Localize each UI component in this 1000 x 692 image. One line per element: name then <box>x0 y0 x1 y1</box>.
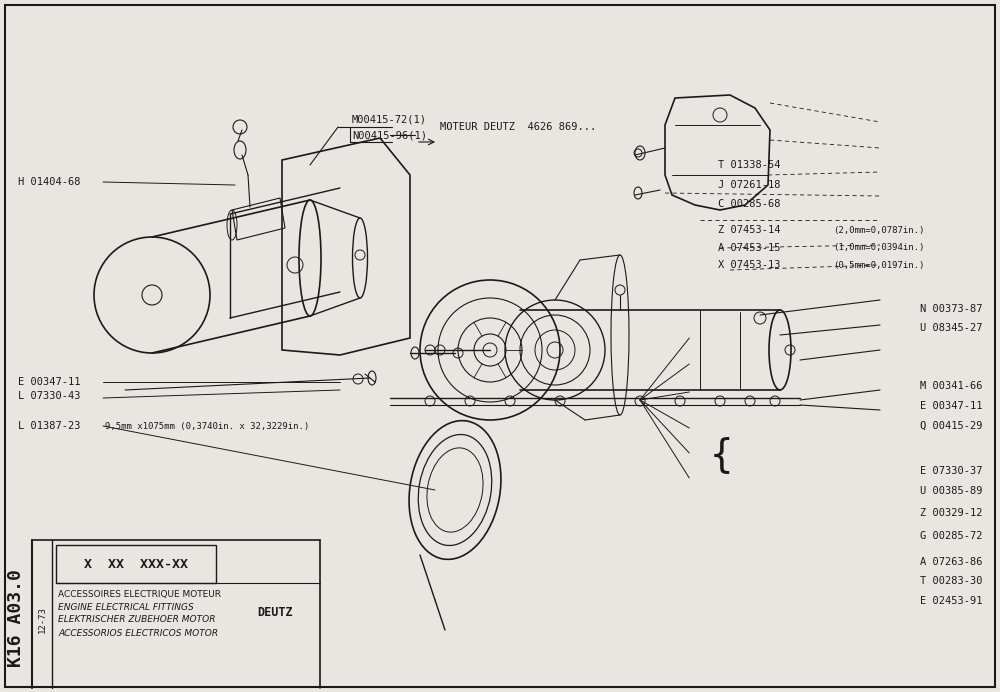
Text: L 07330-43: L 07330-43 <box>18 391 80 401</box>
Text: (2,0mm=0,0787in.): (2,0mm=0,0787in.) <box>833 226 924 235</box>
Text: E 07330-37: E 07330-37 <box>920 466 983 475</box>
Text: N 00373-87: N 00373-87 <box>920 304 983 313</box>
Text: 9,5mm x1075mm (0,3740in. x 32,3229in.): 9,5mm x1075mm (0,3740in. x 32,3229in.) <box>105 421 309 430</box>
Text: J 07261-18: J 07261-18 <box>718 180 780 190</box>
Text: X 07453-13: X 07453-13 <box>718 260 780 270</box>
Text: 12-73: 12-73 <box>38 607 46 633</box>
Text: U 08345-27: U 08345-27 <box>920 323 983 333</box>
Text: E 00347-11: E 00347-11 <box>18 377 80 387</box>
Text: Z 07453-14: Z 07453-14 <box>718 226 780 235</box>
Text: C 00285-68: C 00285-68 <box>718 199 780 209</box>
Text: M 00341-66: M 00341-66 <box>920 381 983 391</box>
Text: (0,5mm=0,0197in.): (0,5mm=0,0197in.) <box>833 260 924 270</box>
Text: (1,0mm=0,0394in.): (1,0mm=0,0394in.) <box>833 243 924 253</box>
Text: {: { <box>710 436 733 474</box>
Text: A 07263-86: A 07263-86 <box>920 557 983 567</box>
Text: H 01404-68: H 01404-68 <box>18 177 80 187</box>
Text: N00415-96(1): N00415-96(1) <box>352 130 427 140</box>
Text: Q 00415-29: Q 00415-29 <box>920 421 983 430</box>
Text: K16 A03.0: K16 A03.0 <box>7 569 25 667</box>
Text: ENGINE ELECTRICAL FITTINGS: ENGINE ELECTRICAL FITTINGS <box>58 603 194 612</box>
Text: E 02453-91: E 02453-91 <box>920 596 983 606</box>
Text: M00415-72(1): M00415-72(1) <box>352 115 427 125</box>
Text: T 00283-30: T 00283-30 <box>920 576 983 586</box>
Text: G 00285-72: G 00285-72 <box>920 531 983 541</box>
Text: L 01387-23: L 01387-23 <box>18 421 80 431</box>
Text: Z 00329-12: Z 00329-12 <box>920 509 983 518</box>
Text: MOTEUR DEUTZ  4626 869...: MOTEUR DEUTZ 4626 869... <box>440 122 596 132</box>
Text: ELEKTRISCHER ZUBEHOER MOTOR: ELEKTRISCHER ZUBEHOER MOTOR <box>58 615 216 624</box>
Text: E 00347-11: E 00347-11 <box>920 401 983 411</box>
Text: ACCESSORIOS ELECTRICOS MOTOR: ACCESSORIOS ELECTRICOS MOTOR <box>58 628 218 637</box>
Text: A 07453-15: A 07453-15 <box>718 243 780 253</box>
Text: T 01338-54: T 01338-54 <box>718 160 780 170</box>
Text: DEUTZ: DEUTZ <box>257 606 293 619</box>
Text: U 00385-89: U 00385-89 <box>920 486 983 496</box>
Text: X  XX  XXX-XX: X XX XXX-XX <box>84 558 188 572</box>
Bar <box>56 545 216 583</box>
Text: ACCESSOIRES ELECTRIQUE MOTEUR: ACCESSOIRES ELECTRIQUE MOTEUR <box>58 590 221 599</box>
